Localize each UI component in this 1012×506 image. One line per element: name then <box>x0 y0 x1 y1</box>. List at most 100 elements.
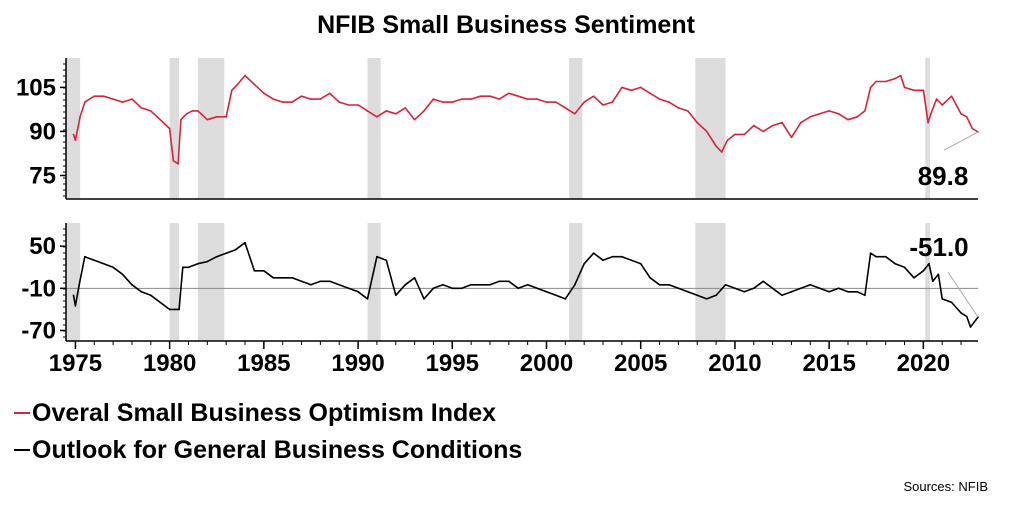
data-point <box>150 294 152 297</box>
data-point <box>451 101 454 103</box>
data-point <box>244 241 246 244</box>
data-point <box>696 121 698 124</box>
data-point <box>357 291 359 293</box>
legend: Overal Small Business Optimism Index Out… <box>14 399 522 464</box>
data-point <box>182 266 184 269</box>
data-point <box>72 133 75 136</box>
data-point <box>442 101 444 103</box>
data-point <box>338 101 341 103</box>
data-point <box>950 95 953 97</box>
data-point <box>668 284 670 286</box>
data-point <box>451 287 454 290</box>
callout-leader <box>943 131 979 151</box>
data-point <box>864 110 866 112</box>
y-tick-label: -10 <box>21 275 56 302</box>
x-tick-label: 1990 <box>331 350 384 377</box>
data-point <box>971 127 974 130</box>
data-point <box>574 113 576 115</box>
data-point <box>102 95 105 97</box>
x-tick-label: 1985 <box>237 350 290 377</box>
data-point <box>602 259 604 262</box>
data-point <box>930 113 932 115</box>
data-point <box>965 116 968 118</box>
data-point <box>253 270 256 272</box>
y-tick-label: 50 <box>29 233 56 260</box>
data-point <box>668 101 670 103</box>
data-point <box>508 92 510 95</box>
recession-band-5 <box>695 58 726 199</box>
data-point <box>385 110 388 112</box>
recession-band-6 <box>925 58 930 199</box>
data-point <box>828 291 830 293</box>
data-point <box>545 291 548 293</box>
data-point <box>72 294 75 297</box>
data-point <box>715 145 717 147</box>
data-point <box>140 291 143 293</box>
data-point <box>112 98 114 100</box>
data-point <box>168 308 171 311</box>
data-point <box>927 121 929 124</box>
data-point <box>903 266 906 269</box>
callout-leader <box>947 271 979 318</box>
data-point <box>960 113 962 115</box>
legend-item-outlook: Outlook for General Business Conditions <box>14 436 522 464</box>
data-point <box>564 107 567 109</box>
data-point <box>395 294 397 297</box>
y-tick-label: -70 <box>21 317 56 344</box>
data-point <box>687 110 689 112</box>
recession-band-0 <box>66 223 81 341</box>
data-point <box>922 270 925 272</box>
data-point <box>869 86 872 89</box>
data-point <box>818 287 821 290</box>
data-point <box>696 294 698 297</box>
data-point <box>498 280 501 283</box>
data-point <box>84 101 86 103</box>
x-tick-label: 1975 <box>49 350 102 377</box>
data-point <box>93 259 96 262</box>
data-point <box>941 298 943 300</box>
legend-label-optimism: Overal Small Business Optimism Index <box>32 399 496 427</box>
data-point <box>470 284 472 286</box>
data-point <box>639 262 642 265</box>
data-point <box>197 262 199 265</box>
data-point <box>922 89 925 92</box>
data-point <box>281 277 284 279</box>
callout-label: 89.8 <box>918 161 969 191</box>
data-point <box>291 277 293 279</box>
recession-band-2 <box>197 58 225 199</box>
y-tick-label: 90 <box>29 118 56 145</box>
data-point <box>705 130 708 133</box>
data-point <box>621 86 623 89</box>
data-point <box>423 110 425 112</box>
data-point <box>932 280 934 283</box>
data-point <box>574 284 576 286</box>
x-tick-label: 2005 <box>614 350 667 377</box>
recession-band-3 <box>367 223 381 341</box>
data-point <box>517 287 519 290</box>
data-point <box>263 92 265 95</box>
data-point <box>726 139 729 142</box>
recession-band-3 <box>367 58 381 199</box>
data-point <box>658 98 661 100</box>
data-point <box>206 260 209 263</box>
data-point <box>168 127 171 130</box>
data-point <box>658 284 661 286</box>
data-point <box>357 104 359 106</box>
data-point <box>856 291 859 293</box>
data-point <box>508 280 510 283</box>
data-point <box>395 113 397 115</box>
data-point <box>677 287 680 290</box>
x-tick-label: 2015 <box>802 350 855 377</box>
data-point <box>677 107 680 109</box>
y-tick-label: 75 <box>29 163 56 190</box>
data-point <box>470 98 472 100</box>
data-point <box>319 98 322 100</box>
recession-band-1 <box>169 223 180 341</box>
data-point <box>790 291 793 293</box>
data-point <box>899 74 902 77</box>
data-point <box>291 101 293 103</box>
data-point <box>847 291 849 293</box>
data-point <box>555 101 557 103</box>
data-point <box>847 118 849 121</box>
data-point <box>84 255 86 258</box>
